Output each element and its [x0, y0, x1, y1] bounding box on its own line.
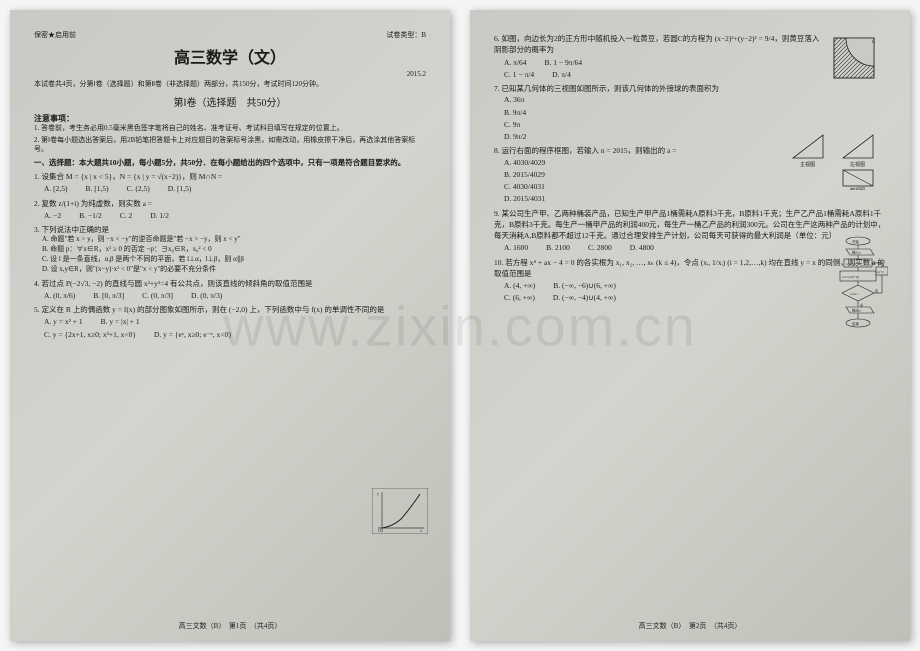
q2-opt-d: D. 1/2: [150, 210, 169, 221]
svg-text:输出a: 输出a: [852, 308, 861, 313]
question-1: 1. 设集合 M = {x | x < 5}，N = {x | y = √(x−…: [34, 171, 426, 195]
q4-opt-b: B. [0, π/3]: [93, 290, 124, 301]
q6-opt-d: D. π/4: [552, 69, 571, 80]
q9-opt-b: B. 2100: [546, 242, 570, 253]
q2-options: A. −2 B. −1/2 C. 2 D. 1/2: [34, 210, 426, 221]
q7-opt-a: A. 36π: [504, 94, 780, 105]
q2-text: 2. 复数 z/(1+i) 为纯虚数，则实数 a =: [34, 198, 426, 209]
q7-options: A. 36π B. 9π/4 C. 9π D. 9π/2: [494, 94, 780, 142]
q2-opt-c: C. 2: [120, 210, 133, 221]
q6-figure: C: [828, 32, 888, 88]
question-9: 9. 某公司生产甲、乙两种桶装产品，已知生产甲产品1桶需耗A原料3千克，B原料1…: [494, 208, 886, 254]
svg-text:x: x: [420, 528, 422, 533]
q1-text: 1. 设集合 M = {x | x < 5}，N = {x | y = √(x−…: [34, 171, 426, 182]
q10-opt-c: C. (6, +∞): [504, 292, 535, 303]
q3-opt-d: D. 设 x,y∈R，则"(x−y)·x² < 0"是"x < y"的必要不充分…: [34, 265, 426, 275]
question-2: 2. 复数 z/(1+i) 为纯虚数，则实数 a = A. −2 B. −1/2…: [34, 198, 426, 222]
q1-opt-a: A. [2,5): [44, 183, 68, 194]
q3-opt-b: B. 命题 p：∀x∈R，x² ≥ 0 的否定 ¬p：∃x₀∈R，x₀² < 0: [34, 245, 426, 255]
question-5: 5. 定义在 R 上的偶函数 y = f(x) 的部分图象如图所示，则在 (−2…: [34, 304, 426, 340]
q8-options: A. 4030/4029 B. 2015/4029 C. 4030/4031 D…: [494, 157, 820, 205]
q4-options: A. (0, π/6) B. [0, π/3] C. (0, π/3] D. (…: [34, 290, 426, 301]
q7-opt-d: D. 9π/2: [504, 131, 780, 142]
page-title: 高三数学（文）: [34, 44, 426, 68]
q4-text: 4. 若过点 P(−2√3, −2) 的直线与圆 x²+y²=4 有公共点，则该…: [34, 278, 426, 289]
q9-opt-a: A. 1600: [504, 242, 528, 253]
q9-options: A. 1600 B. 2100 C. 2800 D. 4800: [494, 242, 886, 253]
q10-opt-a: A. (4, +∞): [504, 280, 535, 291]
q4-opt-d: D. (0, π/3): [191, 290, 222, 301]
q9-opt-d: D. 4800: [630, 242, 654, 253]
q5-opt-d: D. y = {eˣ, x≥0; e⁻ˣ, x<0}: [154, 329, 232, 340]
q3-text: 3. 下列说法中正确的是: [34, 224, 426, 235]
q4-opt-a: A. (0, π/6): [44, 290, 75, 301]
question-4: 4. 若过点 P(−2√3, −2) 的直线与圆 x²+y²=4 有公共点，则该…: [34, 278, 426, 302]
page-2: 6. 如图，向边长为2的正方形中随机投入一粒黄豆，若圆C的方程为 (x−2)²+…: [470, 10, 910, 641]
q6-opt-a: A. π/64: [504, 57, 527, 68]
q8-opt-a: A. 4030/4029: [504, 157, 820, 168]
q9-text: 9. 某公司生产甲、乙两种桶装产品，已知生产甲产品1桶需耗A原料3千克，B原料1…: [494, 208, 886, 242]
header-left: 保密★启用前: [34, 30, 76, 40]
q5-opt-b: B. y = |x| + 1: [101, 316, 140, 327]
q6-row1: A. π/64 B. 1 − 9π/64: [494, 57, 820, 68]
notice-head: 注意事项：: [34, 113, 426, 124]
page2-footer: 高三文数（B） 第2页 （共4页）: [470, 621, 910, 631]
q5-text: 5. 定义在 R 上的偶函数 y = f(x) 的部分图象如图所示，则在 (−2…: [34, 304, 426, 315]
page-1: 保密★启用前 试卷类型：B 高三数学（文） 2015.2 本试卷共4页，分第Ⅰ卷…: [10, 10, 450, 641]
q10-row2: C. (6, +∞) D. (−∞, −4)∪(4, +∞): [494, 292, 886, 303]
q5-opt-a: A. y = x² + 1: [44, 316, 83, 327]
q10-row1: A. (4, +∞) B. (−∞, −6)∪(6, +∞): [494, 280, 886, 291]
svg-text:O: O: [378, 528, 381, 533]
q2-opt-b: B. −1/2: [79, 210, 102, 221]
q6-text: 6. 如图，向边长为2的正方形中随机投入一粒黄豆，若圆C的方程为 (x−2)²+…: [494, 33, 820, 56]
section-1-title: 第Ⅰ卷（选择题 共50分）: [34, 94, 426, 109]
svg-text:C: C: [872, 40, 876, 45]
question-3: 3. 下列说法中正确的是 A. 命题"若 x > y，则 −x < −y"的逆否…: [34, 224, 426, 274]
part-1-head: 一、选择题：本大题共10小题，每小题5分，共50分．在每小题给出的四个选项中，只…: [34, 157, 426, 168]
q7-text: 7. 已知某几何体的三视图如图所示，则该几何体的外接球的表面积为: [494, 83, 780, 94]
q5-opt-c: C. y = {2x+1, x≥0; x³+1, x<0}: [44, 329, 136, 340]
q5-row1: A. y = x² + 1 B. y = |x| + 1: [34, 316, 426, 327]
q8-opt-c: C. 4030/4031: [504, 181, 820, 192]
pages-container: 保密★启用前 试卷类型：B 高三数学（文） 2015.2 本试卷共4页，分第Ⅰ卷…: [0, 0, 920, 651]
q6-opt-b: B. 1 − 9π/64: [545, 57, 583, 68]
intro-text: 本试卷共4页，分第Ⅰ卷（选择题）和第Ⅱ卷（非选择题）两部分，共150分，考试时间…: [34, 80, 426, 90]
notice-2: 2. 第Ⅰ卷每小题选出答案后，用2B铅笔把答题卡上对应题目的答案标号涂黑，如需改…: [34, 136, 426, 156]
question-10: 10. 若方程 x⁴ + ax − 4 = 0 的各实根为 x₁, x₂, …,…: [494, 257, 886, 304]
q8-opt-b: B. 2015/4029: [504, 169, 820, 180]
question-8: 8. 运行右面的程序框图，若输入 n = 2015，则输出的 a = A. 40…: [494, 145, 886, 204]
q7-opt-b: B. 9π/4: [504, 107, 780, 118]
q3-opt-c: C. 设 l 是一条直线，α,β 是两个不同的平面，若 l⊥α，l⊥β，则 α∥…: [34, 255, 426, 265]
q1-opt-c: C. (2,5): [127, 183, 150, 194]
page1-footer: 高三文数（B） 第1页 （共4页）: [10, 621, 450, 631]
header-line: 保密★启用前 试卷类型：B: [34, 30, 426, 40]
q7-opt-c: C. 9π: [504, 119, 780, 130]
q8-text: 8. 运行右面的程序框图，若输入 n = 2015，则输出的 a =: [494, 145, 820, 156]
q10-opt-d: D. (−∞, −4)∪(4, +∞): [553, 292, 616, 303]
q2-opt-a: A. −2: [44, 210, 61, 221]
q10-opt-b: B. (−∞, −6)∪(6, +∞): [553, 280, 616, 291]
q1-options: A. [2,5) B. [1,5) C. (2,5) D. [1,5): [34, 183, 426, 194]
date: 2015.2: [34, 70, 426, 78]
q6-row2: C. 1 − π/4 D. π/4: [494, 69, 820, 80]
q8-opt-d: D. 2015/4031: [504, 193, 820, 204]
q3-opt-a: A. 命题"若 x > y，则 −x < −y"的逆否命题是"若 −x > −y…: [34, 235, 426, 245]
q4-opt-c: C. (0, π/3]: [142, 290, 173, 301]
q9-opt-c: C. 2800: [588, 242, 612, 253]
q1-opt-b: B. [1,5): [86, 183, 109, 194]
q1-opt-d: D. [1,5): [168, 183, 192, 194]
q5-row2: C. y = {2x+1, x≥0; x³+1, x<0} D. y = {eˣ…: [34, 329, 426, 340]
svg-text:y: y: [377, 491, 379, 496]
svg-text:结束: 结束: [852, 321, 860, 326]
q5-figure: O x y: [372, 488, 428, 534]
header-right: 试卷类型：B: [386, 30, 426, 40]
q10-text: 10. 若方程 x⁴ + ax − 4 = 0 的各实根为 x₁, x₂, …,…: [494, 257, 886, 280]
notice-1: 1. 答卷前，考生务必用0.5毫米黑色签字笔将自己的姓名、准考证号、考试科目填写…: [34, 124, 426, 134]
q6-opt-c: C. 1 − π/4: [504, 69, 534, 80]
